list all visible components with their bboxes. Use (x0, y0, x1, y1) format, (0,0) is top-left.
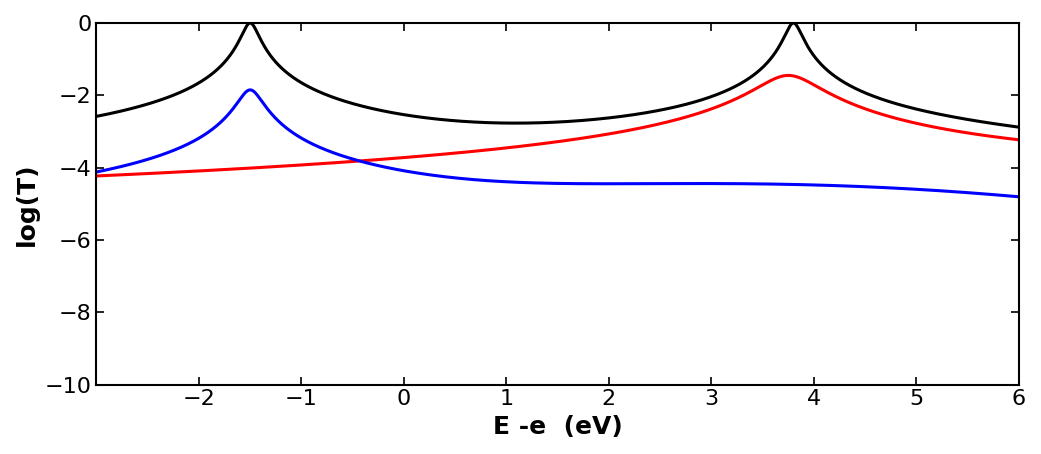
X-axis label: E -e  (eV): E -e (eV) (492, 415, 623, 439)
Y-axis label: log(T): log(T) (15, 162, 39, 246)
